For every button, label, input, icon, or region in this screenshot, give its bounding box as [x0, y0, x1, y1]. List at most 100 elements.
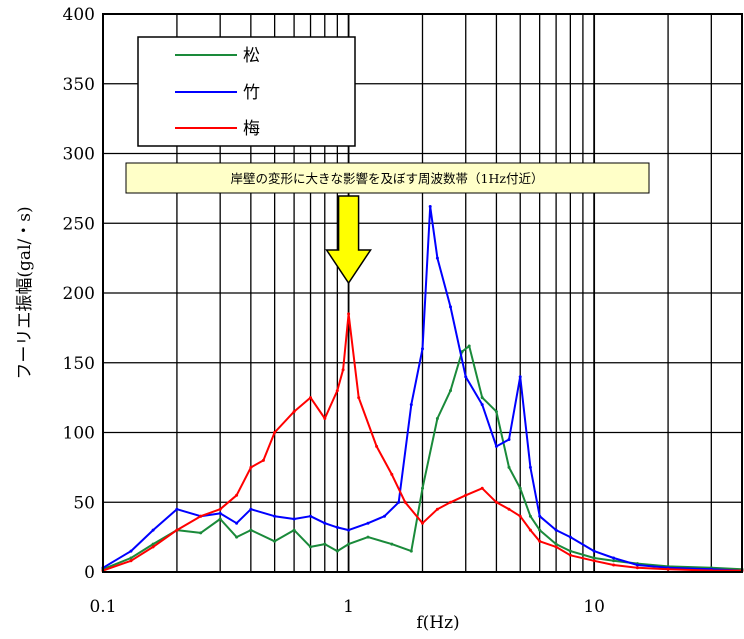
data-point-0: [309, 545, 312, 549]
data-point-0: [390, 542, 394, 546]
data-point-2: [175, 528, 179, 532]
data-point-0: [554, 542, 558, 546]
data-point-2: [554, 545, 558, 549]
data-point-1: [151, 528, 155, 532]
data-point-0: [366, 535, 370, 539]
data-point-1: [397, 500, 401, 504]
data-point-2: [528, 528, 532, 532]
data-point-1: [494, 444, 498, 448]
data-point-2: [635, 566, 639, 570]
data-point-0: [467, 344, 471, 348]
data-point-0: [129, 556, 133, 560]
x-tick-label: 0.1: [89, 597, 116, 617]
data-point-0: [518, 486, 522, 490]
data-point-2: [592, 559, 596, 563]
data-point-1: [612, 556, 616, 560]
data-point-2: [449, 500, 452, 504]
data-point-1: [428, 205, 432, 208]
data-point-2: [235, 493, 239, 497]
x-axis-title: f(Hz): [416, 613, 459, 633]
data-point-2: [435, 507, 439, 511]
data-point-2: [218, 507, 222, 511]
data-point-1: [435, 256, 439, 260]
legend-box: [137, 36, 356, 147]
data-point-1: [323, 521, 327, 525]
data-point-1: [235, 521, 239, 525]
data-point-2: [151, 545, 155, 549]
data-point-1: [409, 403, 413, 407]
data-point-2: [568, 553, 572, 557]
data-point-2: [518, 514, 522, 518]
data-point-1: [309, 514, 312, 518]
data-point-2: [390, 472, 394, 476]
x-tick-labels: 0.1 1 10: [89, 597, 604, 617]
y-tick-label: 200: [63, 284, 95, 304]
y-tick-label: 250: [63, 214, 95, 234]
x-tick-label: 1: [343, 597, 354, 617]
data-point-0: [273, 539, 277, 543]
y-tick-label: 150: [63, 354, 95, 374]
data-point-1: [592, 549, 596, 553]
data-point-2: [341, 368, 345, 372]
data-point-2: [480, 486, 484, 490]
data-point-0: [528, 514, 532, 518]
data-point-1: [273, 514, 277, 518]
series-line-0: [102, 345, 743, 571]
data-point-0: [507, 465, 511, 469]
data-point-2: [375, 444, 379, 448]
data-point-0: [592, 556, 596, 560]
plot-frame: [102, 13, 743, 573]
data-point-2: [335, 389, 339, 393]
data-point-2: [292, 410, 296, 414]
data-point-1: [421, 347, 424, 351]
data-point-2: [273, 431, 277, 434]
data-point-1: [175, 507, 179, 511]
data-point-1: [554, 528, 558, 532]
y-tick-label: 400: [63, 5, 95, 25]
y-tick-label: 350: [63, 75, 95, 95]
data-point-2: [309, 396, 312, 400]
data-point-0: [335, 549, 339, 553]
data-point-1: [129, 549, 133, 553]
data-point-1: [335, 525, 339, 529]
data-point-0: [249, 528, 253, 532]
data-point-2: [507, 507, 511, 511]
series-line-2: [102, 312, 742, 572]
data-point-0: [199, 531, 203, 535]
annotation: 岸壁の変形に大きな影響を及ぼす周波数帯（1Hz付近）: [125, 162, 650, 285]
y-axis-title: フーリエ振幅(gal/・s): [15, 206, 35, 379]
data-point-2: [612, 563, 616, 567]
data-point-0: [435, 417, 439, 420]
data-point-1: [635, 563, 639, 567]
data-point-1: [528, 465, 532, 469]
y-tick-label: 100: [63, 424, 95, 444]
data-point-1: [347, 528, 351, 532]
data-point-0: [612, 559, 616, 563]
data-point-2: [494, 500, 498, 504]
data-point-2: [421, 521, 424, 525]
down-arrow-icon: [325, 195, 372, 285]
data-point-1: [366, 521, 370, 525]
data-point-0: [480, 396, 484, 400]
data-point-2: [464, 493, 468, 497]
data-point-1: [464, 375, 468, 379]
data-point-0: [151, 542, 155, 546]
data-point-1: [383, 514, 386, 518]
data-point-2: [249, 465, 253, 469]
data-point-1: [568, 535, 572, 539]
data-point-1: [507, 438, 511, 441]
data-point-2: [347, 312, 351, 316]
data-point-2: [261, 458, 265, 462]
y-tick-label: 50: [73, 493, 95, 513]
data-point-2: [323, 417, 327, 420]
data-point-1: [249, 507, 253, 511]
y-tick-label: 300: [63, 145, 95, 165]
data-point-0: [218, 517, 222, 521]
series-layer: [101, 205, 744, 573]
legend: 松 竹 梅: [137, 36, 356, 147]
annotation-box: [125, 162, 650, 194]
data-point-1: [449, 305, 452, 309]
data-point-0: [538, 528, 542, 532]
data-point-0: [409, 549, 413, 553]
